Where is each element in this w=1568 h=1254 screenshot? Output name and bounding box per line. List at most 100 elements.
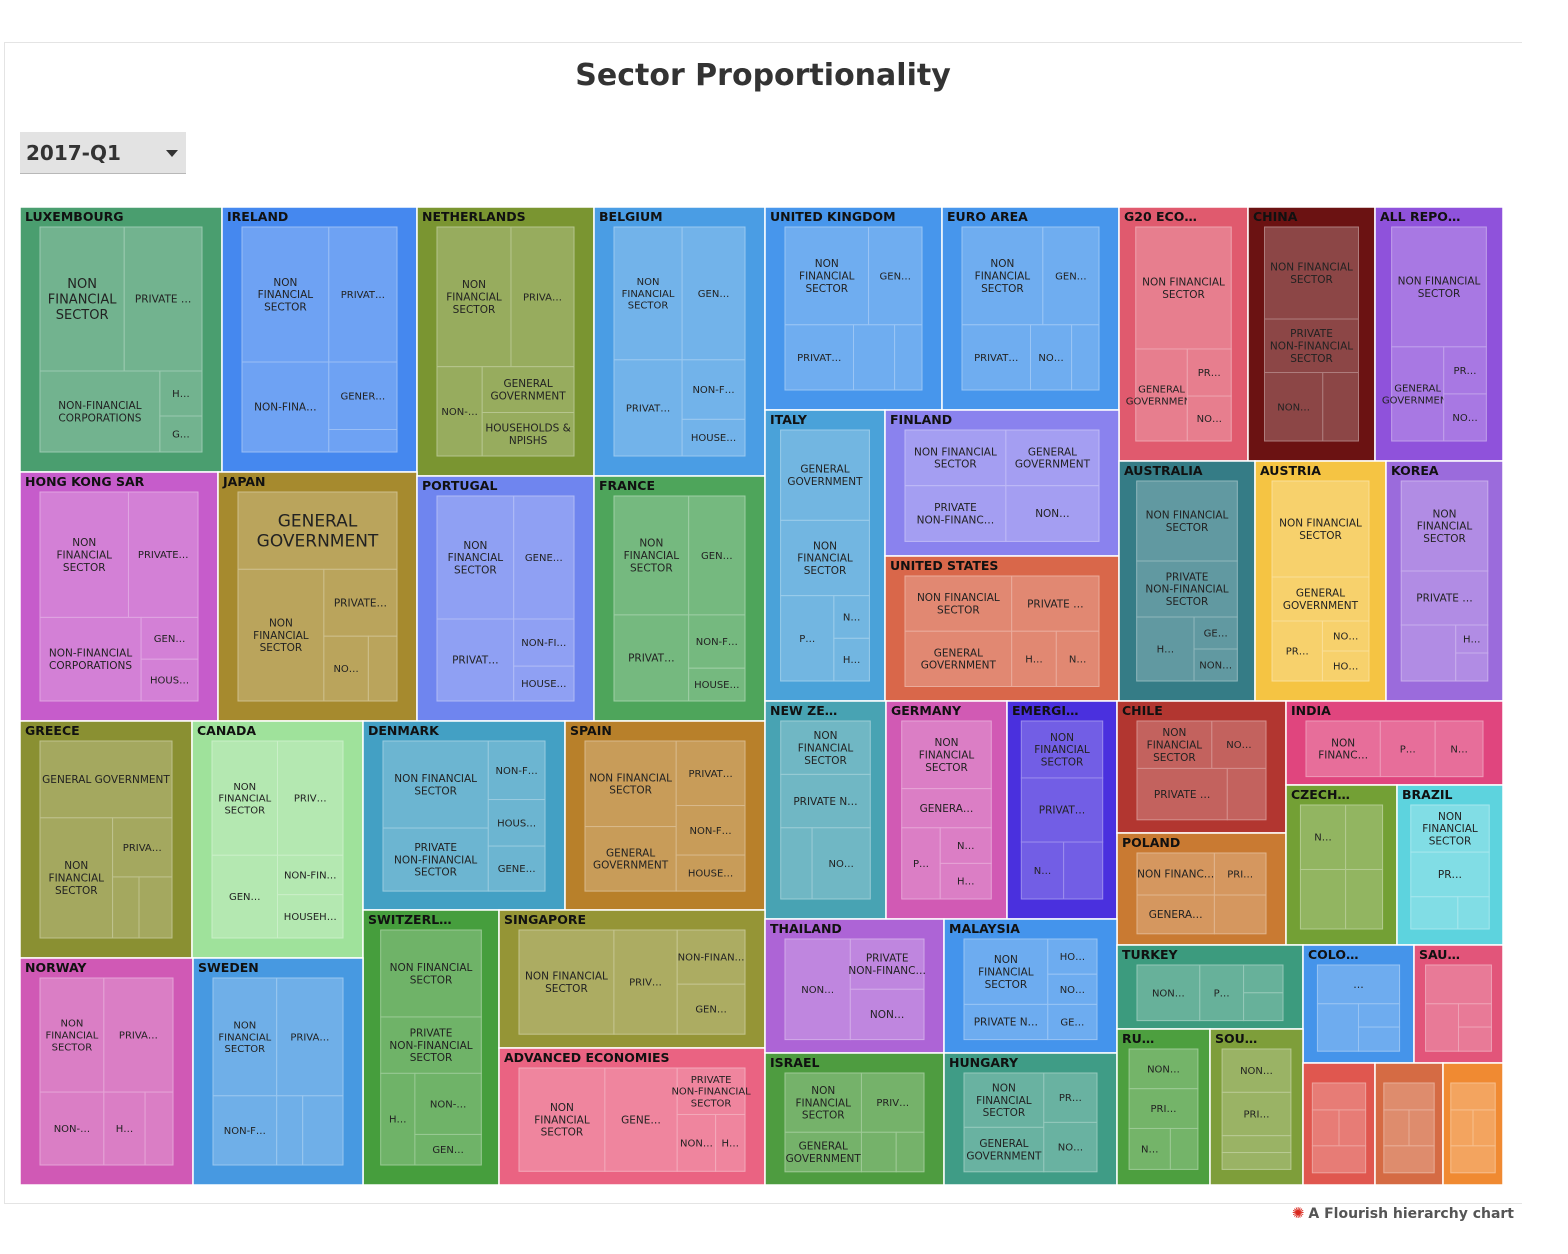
leaf-cell[interactable] [1383,1145,1435,1174]
leaf-cell[interactable] [241,226,330,363]
leaf-cell[interactable] [1345,868,1384,930]
treemap-group-luxembourg[interactable]: LUXEMBOURG NON FINANCIAL SECTOR PRIVATE … NON… [19,206,223,473]
leaf-cell[interactable] [613,929,678,1035]
leaf-cell[interactable] [1358,1003,1401,1028]
treemap-group-norway[interactable]: NORWAY NON FINANCIAL SECTOR PRIVA… NON-… H… [19,957,194,1186]
treemap-group-southafrica[interactable]: SOU… NON… PRI… [1209,1028,1304,1186]
leaf-cell[interactable] [277,854,344,896]
leaf-cell[interactable] [1338,1109,1367,1147]
leaf-cell[interactable] [39,1091,105,1166]
leaf-cell[interactable] [1042,226,1100,326]
leaf-cell[interactable] [1299,804,1347,870]
treemap-group-g20[interactable]: G20 ECO… NON FINANCIAL SECTOR GENERAL GOVERN… [1118,206,1249,462]
treemap-group-unl1[interactable] [1302,1062,1376,1186]
leaf-cell[interactable] [1243,992,1284,1022]
treemap-group-india[interactable]: INDIA NON FINANC… P… N… [1285,700,1504,786]
leaf-cell[interactable] [1135,226,1232,350]
treemap-group-hongkong[interactable]: HONG KONG SAR NON FINANCIAL SECTOR PRIVATE… N… [19,471,219,722]
treemap-group-singapore[interactable]: SINGAPORE NON FINANCIAL SECTOR PRIV… NON-FIN… [498,909,766,1049]
leaf-cell[interactable] [103,977,174,1093]
treemap-group-israel[interactable]: ISRAEL NON FINANCIAL SECTOR GENERAL GOVERNMEN… [764,1052,945,1186]
leaf-cell[interactable] [1383,1082,1435,1111]
leaf-cell[interactable] [382,740,489,829]
leaf-cell[interactable] [1047,1003,1098,1041]
leaf-cell[interactable] [613,226,683,361]
leaf-cell[interactable] [676,1113,717,1172]
leaf-cell[interactable] [868,226,923,326]
leaf-cell[interactable] [481,411,575,457]
treemap-group-ireland[interactable]: IRELAND NON FINANCIAL SECTOR PRIVAT… NON-FINA… [221,206,418,473]
leaf-cell[interactable] [780,519,870,597]
treemap-group-germany[interactable]: GERMANY NON FINANCIAL SECTOR GENERA… P… N… H… [885,700,1008,920]
leaf-cell[interactable] [1221,1135,1292,1154]
leaf-cell[interactable] [811,827,871,900]
leaf-cell[interactable] [1199,964,1245,1022]
leaf-cell[interactable] [380,1016,482,1074]
leaf-cell[interactable] [584,826,677,892]
leaf-cell[interactable] [1193,648,1238,682]
treemap-group-uk[interactable]: UNITED KINGDOM NON FINANCIAL SECTOR GEN… PRIV… [764,206,943,411]
leaf-cell[interactable] [367,635,398,702]
leaf-cell[interactable] [1458,1026,1492,1052]
leaf-cell[interactable] [277,740,344,856]
leaf-cell[interactable] [1455,652,1489,682]
leaf-cell[interactable] [895,1131,925,1173]
treemap-group-finland[interactable]: FINLAND NON FINANCIAL SECTOR PRIVATE NON-FIN… [884,409,1120,557]
leaf-cell[interactable] [112,876,140,939]
leaf-cell[interactable] [939,827,992,864]
treemap-group-italy[interactable]: ITALY GENERAL GOVERNMENT NON FINANCIAL SECTOR… [764,409,886,702]
leaf-cell[interactable] [237,491,398,570]
leaf-cell[interactable] [302,1095,344,1166]
treemap-group-saudi[interactable]: SAU… [1413,944,1504,1064]
leaf-cell[interactable] [1221,1048,1292,1093]
leaf-cell[interactable] [1136,894,1215,935]
leaf-cell[interactable] [1047,938,1098,975]
leaf-cell[interactable] [613,495,690,616]
leaf-cell[interactable] [1472,1109,1496,1147]
leaf-cell[interactable] [212,977,278,1097]
leaf-cell[interactable] [604,1067,678,1172]
treemap-group-colombia[interactable]: COLO…… [1302,944,1415,1064]
leaf-cell[interactable] [1443,393,1487,442]
leaf-cell[interactable] [961,324,1031,391]
leaf-cell[interactable] [681,359,746,420]
leaf-cell[interactable] [487,799,546,847]
treemap-group-brazil[interactable]: BRAZIL NON FINANCIAL SECTOR PR… [1396,784,1504,946]
leaf-cell[interactable] [860,1072,925,1133]
treemap-group-thailand[interactable]: THAILAND NON… PRIVATE NON-FINANC… NON… [764,918,945,1054]
leaf-cell[interactable] [1043,1121,1098,1173]
leaf-cell[interactable] [1243,964,1284,994]
leaf-cell[interactable] [39,226,125,372]
leaf-cell[interactable] [1425,1003,1459,1052]
leaf-cell[interactable] [1383,1109,1410,1147]
leaf-cell[interactable] [328,429,398,453]
leaf-cell[interactable] [833,637,870,682]
leaf-cell[interactable] [1458,1003,1492,1028]
leaf-cell[interactable] [276,977,344,1097]
leaf-cell[interactable] [487,845,546,892]
treemap-group-turkey[interactable]: TURKEY NON… P… [1116,944,1304,1030]
leaf-cell[interactable] [1211,720,1267,769]
leaf-cell[interactable] [780,720,871,775]
leaf-cell[interactable] [904,485,1007,542]
treemap-group-unl3[interactable] [1442,1062,1504,1186]
leaf-cell[interactable] [1005,485,1100,542]
treemap-group-malaysia[interactable]: MALAYSIA NON FINANCIAL SECTOR PRIVATE N… HO… N… [943,918,1118,1054]
leaf-cell[interactable] [784,1131,862,1173]
leaf-cell[interactable] [513,665,575,702]
leaf-cell[interactable] [1136,720,1213,769]
treemap-group-switzerland[interactable]: SWITZERL… NON FINANCIAL SECTOR PRIVATE NON-F… [362,909,500,1186]
leaf-cell[interactable] [1410,804,1490,853]
leaf-cell[interactable] [436,366,483,457]
leaf-cell[interactable] [1186,395,1232,442]
leaf-cell[interactable] [1400,480,1489,572]
leaf-cell[interactable] [1425,964,1492,1005]
leaf-cell[interactable] [39,370,161,453]
leaf-cell[interactable] [894,324,923,391]
leaf-cell[interactable] [277,894,344,939]
treemap-group-russia[interactable]: RU… NON… PRI… N… [1116,1028,1211,1186]
leaf-cell[interactable] [1055,630,1100,687]
leaf-cell[interactable] [518,929,615,1035]
leaf-cell[interactable] [1136,616,1195,682]
leaf-cell[interactable] [1271,620,1323,682]
